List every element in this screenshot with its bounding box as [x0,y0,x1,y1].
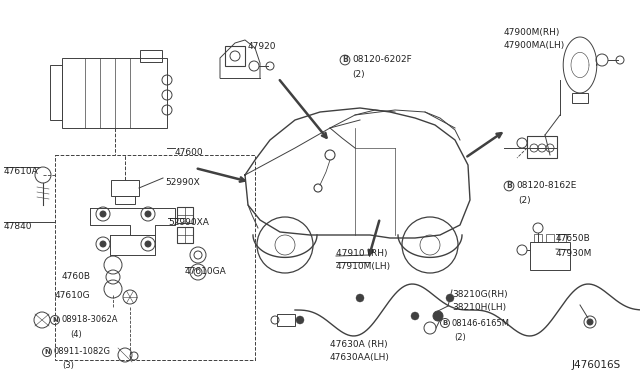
Bar [50,65,62,120]
Bar [115,196,135,204]
Text: 47610GA: 47610GA [185,267,227,276]
Circle shape [433,311,443,321]
Text: 47920: 47920 [248,42,276,51]
Circle shape [411,312,419,320]
Bar [558,234,566,242]
Bar [277,314,295,326]
Text: N: N [44,349,50,355]
Text: 38210H(LH): 38210H(LH) [452,303,506,312]
Text: 47900MA(LH): 47900MA(LH) [504,41,565,50]
Text: (3): (3) [62,361,74,370]
Text: 52990X: 52990X [165,178,200,187]
Text: (2): (2) [352,70,365,79]
Bar [530,242,570,270]
Bar [55,155,255,360]
Text: J476016S: J476016S [572,360,621,370]
Text: 08120-6202F: 08120-6202F [352,55,412,64]
Text: B: B [442,320,447,326]
Circle shape [100,241,106,247]
Text: 08120-8162E: 08120-8162E [516,182,577,190]
Text: 47930M: 47930M [556,249,593,258]
Text: 52990XA: 52990XA [168,218,209,227]
Text: 47600: 47600 [175,148,204,157]
Circle shape [587,319,593,325]
Bar [572,93,588,103]
Text: 47610A: 47610A [4,167,39,176]
Circle shape [100,211,106,217]
Text: 08918-3062A: 08918-3062A [62,315,118,324]
Text: B: B [342,55,348,64]
Text: B: B [506,182,512,190]
Text: (2): (2) [454,333,466,342]
Text: (2): (2) [518,196,531,205]
Text: 47840: 47840 [4,222,33,231]
Text: 47630AA(LH): 47630AA(LH) [330,353,390,362]
Circle shape [145,241,151,247]
Bar [177,227,193,243]
Text: N: N [52,317,58,323]
Bar [534,234,542,242]
Text: (4): (4) [70,330,82,339]
Text: 47650B: 47650B [556,234,591,243]
Bar [527,136,557,158]
Bar [62,58,167,128]
Bar [140,50,162,62]
Circle shape [296,316,304,324]
Text: 38210G(RH): 38210G(RH) [452,290,508,299]
Circle shape [446,294,454,302]
Circle shape [356,294,364,302]
Text: 4760B: 4760B [62,272,91,281]
Bar [177,207,193,223]
Text: 08911-1082G: 08911-1082G [54,347,111,356]
Text: 47910 (RH): 47910 (RH) [336,249,387,258]
Text: 47610G: 47610G [55,291,91,300]
Circle shape [145,211,151,217]
Bar [546,234,554,242]
Text: 47630A (RH): 47630A (RH) [330,340,388,349]
Bar [111,180,139,196]
Text: 47910M(LH): 47910M(LH) [336,262,391,271]
Bar [225,46,245,66]
Text: 47900M(RH): 47900M(RH) [504,28,561,37]
Text: 08146-6165M: 08146-6165M [452,318,510,327]
